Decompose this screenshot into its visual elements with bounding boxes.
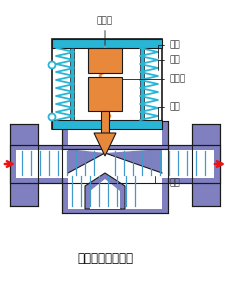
- Text: 阀芯: 阀芯: [157, 103, 180, 120]
- Bar: [124, 145, 219, 183]
- Polygon shape: [85, 173, 124, 209]
- Polygon shape: [68, 149, 105, 173]
- Text: 线圈: 线圈: [157, 56, 180, 70]
- Bar: [139, 48, 143, 120]
- Bar: [88, 77, 121, 111]
- Bar: [131, 150, 213, 178]
- Bar: [68, 127, 161, 145]
- Bar: [88, 48, 121, 73]
- Bar: [52, 120, 161, 129]
- Text: 直接控制式电磁阀: 直接控制式电磁阀: [77, 253, 132, 266]
- Text: 定铁心: 定铁心: [96, 16, 113, 45]
- Bar: [191, 124, 219, 206]
- Circle shape: [48, 62, 55, 69]
- Bar: [10, 145, 105, 183]
- Bar: [62, 121, 167, 149]
- Bar: [62, 149, 167, 213]
- Bar: [52, 39, 161, 129]
- Polygon shape: [94, 133, 115, 156]
- Text: 动铁心: 动铁心: [121, 74, 185, 91]
- Text: 阀座: 阀座: [154, 176, 180, 187]
- Polygon shape: [105, 149, 161, 173]
- Bar: [70, 48, 74, 120]
- Circle shape: [48, 114, 55, 121]
- Polygon shape: [90, 179, 120, 209]
- Bar: [52, 39, 161, 48]
- Bar: [16, 150, 98, 178]
- Text: 弹簧: 弹簧: [157, 40, 180, 58]
- Bar: [68, 149, 161, 209]
- Bar: [10, 124, 38, 206]
- Bar: [101, 111, 109, 133]
